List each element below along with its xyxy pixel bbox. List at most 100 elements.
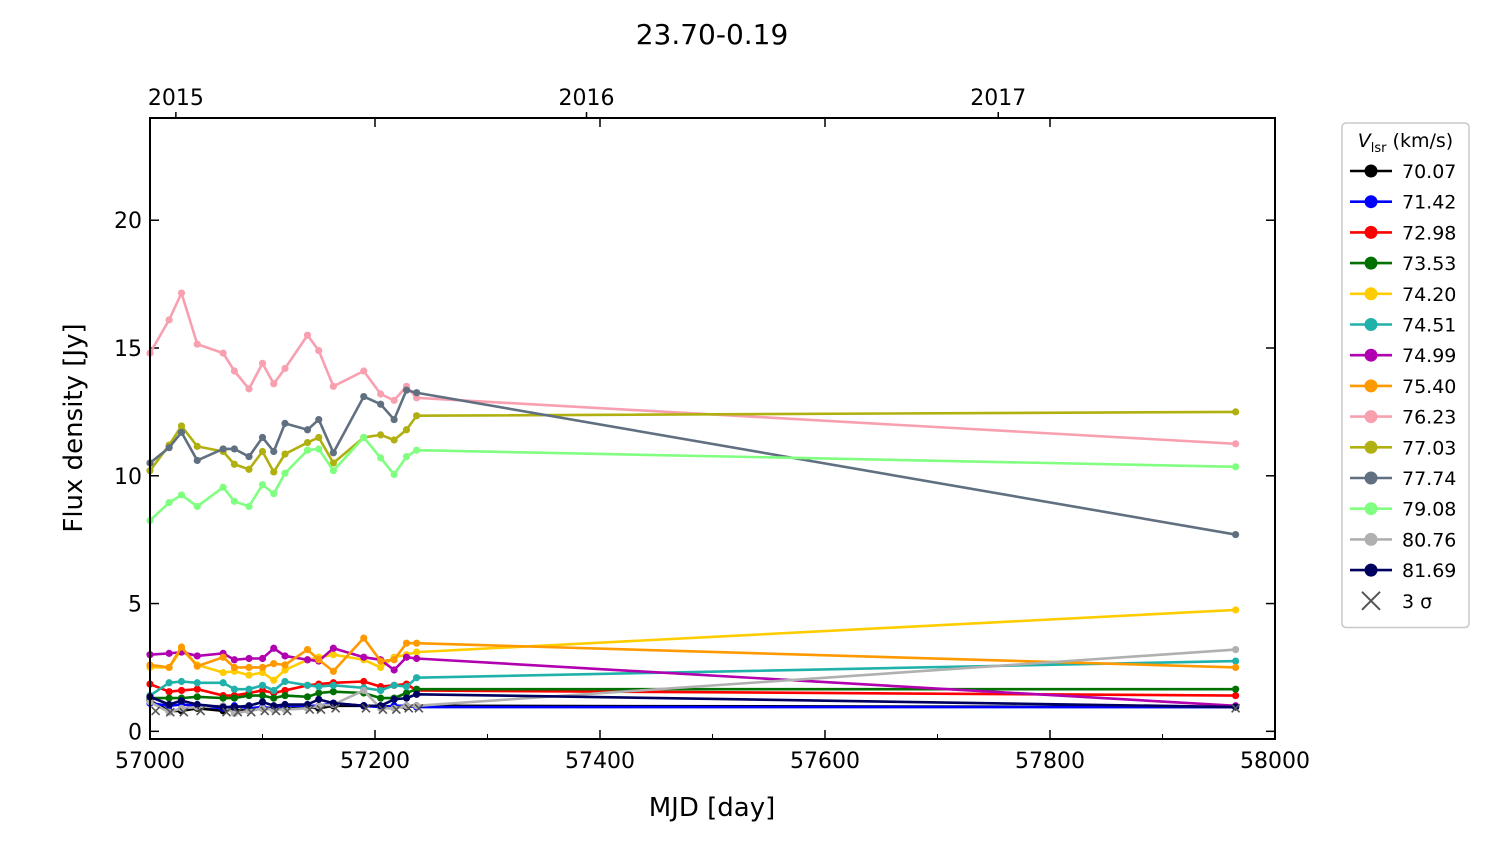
sigma-marker xyxy=(151,706,161,716)
data-point xyxy=(258,433,267,442)
data-point xyxy=(329,667,337,675)
data-point xyxy=(165,444,173,452)
data-point xyxy=(219,483,227,491)
data-point xyxy=(270,380,278,388)
data-point xyxy=(315,433,323,442)
legend-label: 81.69 xyxy=(1402,560,1456,582)
data-point xyxy=(329,382,337,390)
year-tick-label: 2016 xyxy=(559,86,615,111)
legend-marker xyxy=(1364,225,1378,239)
legend-marker xyxy=(1364,532,1378,546)
data-point xyxy=(390,436,398,444)
data-point xyxy=(329,467,337,475)
data-point xyxy=(377,454,385,462)
legend-marker xyxy=(1364,502,1378,516)
data-point xyxy=(1232,463,1240,471)
data-point xyxy=(402,426,411,434)
data-point xyxy=(315,683,323,691)
data-point xyxy=(193,679,201,687)
data-point xyxy=(219,668,227,677)
series-77-03 xyxy=(146,408,1240,476)
data-point xyxy=(315,702,323,710)
sigma-marker xyxy=(404,703,414,713)
data-point xyxy=(165,700,173,709)
data-point xyxy=(258,681,267,689)
data-point xyxy=(390,470,398,479)
data-point xyxy=(402,694,411,702)
data-point xyxy=(270,686,278,695)
legend-entry: 79.08 xyxy=(1350,499,1456,521)
data-point xyxy=(303,693,312,701)
y-tick-label: 20 xyxy=(114,209,142,234)
data-point xyxy=(377,657,385,665)
data-point xyxy=(1232,645,1240,654)
data-point xyxy=(165,679,173,687)
data-point xyxy=(270,468,278,476)
legend-title-symbol: V xyxy=(1358,130,1373,152)
data-point xyxy=(258,668,267,677)
data-point xyxy=(413,685,421,693)
data-point xyxy=(258,447,267,456)
legend-entry: 77.03 xyxy=(1350,437,1456,459)
legend-marker xyxy=(1364,164,1378,178)
y-axis-label: Flux density [Jy] xyxy=(59,323,89,532)
data-point xyxy=(270,694,278,702)
sigma-marker xyxy=(331,703,341,713)
data-point xyxy=(281,364,289,373)
legend-label: 75.40 xyxy=(1402,376,1456,398)
data-point xyxy=(258,686,267,695)
data-point xyxy=(258,663,267,672)
sigma-marker xyxy=(282,706,292,716)
data-point xyxy=(245,691,253,700)
legend-marker xyxy=(1364,410,1378,424)
legend-marker xyxy=(1364,318,1378,331)
y-tick-label: 15 xyxy=(114,337,142,362)
x-tick-label: 57200 xyxy=(340,749,410,774)
x-tick-label: 58000 xyxy=(1240,749,1310,774)
data-point xyxy=(193,442,201,450)
data-point xyxy=(230,694,238,702)
sigma-marker xyxy=(1231,703,1241,713)
data-point xyxy=(230,703,238,711)
data-point xyxy=(303,446,312,454)
data-point xyxy=(303,438,312,447)
data-point xyxy=(270,676,278,684)
data-point xyxy=(360,367,368,375)
data-point xyxy=(245,453,253,461)
data-point xyxy=(193,662,201,670)
legend-entry-sigma: 3 σ xyxy=(1361,591,1432,613)
data-point xyxy=(230,445,238,453)
data-point xyxy=(193,340,201,348)
data-point xyxy=(329,688,337,696)
data-point xyxy=(177,491,186,499)
data-point xyxy=(1232,606,1240,614)
sigma-marker xyxy=(271,706,281,716)
data-point xyxy=(413,648,421,656)
data-point xyxy=(165,688,173,696)
data-point xyxy=(413,412,421,420)
data-point xyxy=(177,289,186,297)
data-point xyxy=(413,446,421,454)
data-point xyxy=(1232,685,1240,693)
data-point xyxy=(270,447,278,456)
data-point xyxy=(258,481,267,489)
data-point xyxy=(390,415,398,424)
data-point xyxy=(193,456,201,465)
data-point xyxy=(390,681,398,689)
sigma-marker xyxy=(221,707,232,717)
legend-marker xyxy=(1364,348,1378,362)
data-point xyxy=(360,677,368,686)
data-point xyxy=(258,654,267,663)
series-line xyxy=(150,608,1236,682)
data-point xyxy=(377,431,385,439)
data-point xyxy=(165,663,173,672)
data-point xyxy=(402,386,411,394)
data-point xyxy=(230,367,238,375)
data-point xyxy=(281,419,289,427)
data-point xyxy=(402,683,411,691)
series-line xyxy=(149,636,1236,673)
data-point xyxy=(377,702,385,710)
legend-title-subscript: lsr xyxy=(1371,141,1387,156)
data-point xyxy=(360,433,368,442)
data-point xyxy=(402,689,411,697)
